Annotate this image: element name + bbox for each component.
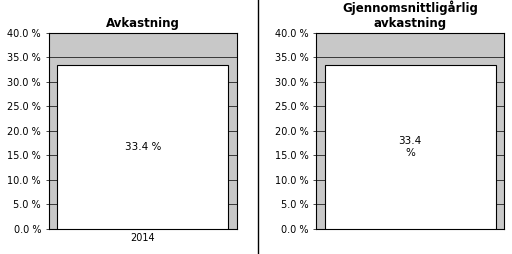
Title: Gjennomsnittligårlig
avkastning: Gjennomsnittligårlig avkastning — [342, 1, 478, 30]
Bar — [57, 65, 228, 229]
Bar — [325, 65, 496, 229]
Text: 33.4 %: 33.4 % — [124, 142, 161, 152]
Text: 33.4
%: 33.4 % — [398, 136, 422, 158]
Title: Avkastning: Avkastning — [106, 18, 180, 30]
